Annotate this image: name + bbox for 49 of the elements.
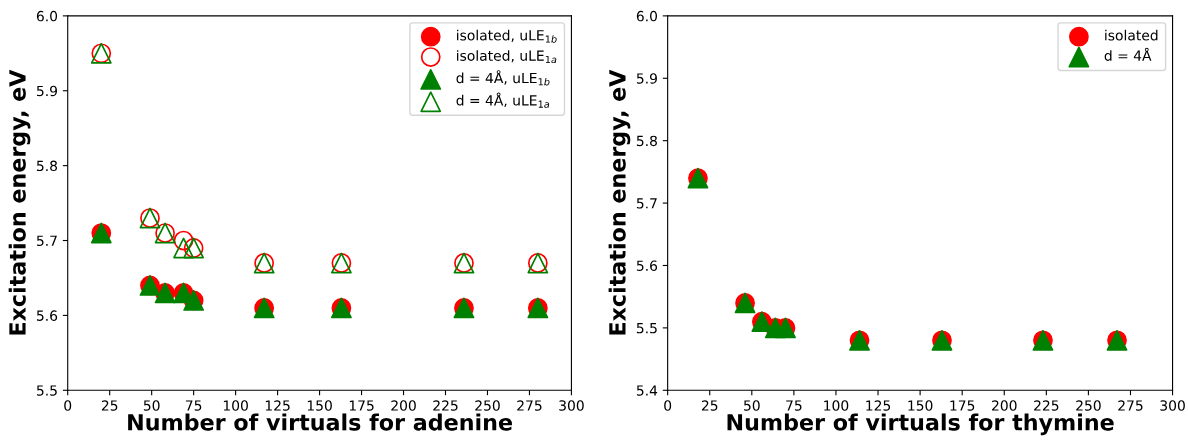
y-tick-label: 5.7 <box>36 235 57 246</box>
y-tick-label: 5.5 <box>636 323 657 334</box>
x-tick-label: 100 <box>824 400 849 411</box>
legend-label: d = 4Å, uLE$_{1b}$ <box>456 70 550 86</box>
x-tick-label: 275 <box>1118 400 1143 411</box>
y-tick-label: 5.4 <box>636 385 658 396</box>
x-tick-label: 250 <box>475 400 500 411</box>
x-tick-label: 75 <box>185 400 202 411</box>
legend-label: isolated, uLE$_{1a}$ <box>457 50 557 64</box>
y-axis-title: Excitation energy, eV <box>608 69 631 335</box>
y-tick-label: 5.9 <box>36 85 58 97</box>
y-tick-label: 5.7 <box>636 198 657 209</box>
x-tick-label: 200 <box>992 400 1017 411</box>
x-tick-label: 150 <box>307 400 332 411</box>
y-tick-label: 5.6 <box>36 310 58 321</box>
legend-label: d = 4Å <box>1104 47 1152 61</box>
x-tick-label: 250 <box>1076 400 1101 411</box>
legend-label: isolated, uLE$_{1b}$ <box>457 29 557 43</box>
x-axis-title: Number of virtuals for adenine <box>128 413 512 431</box>
x-tick-label: 0 <box>664 400 672 411</box>
x-tick-label: 125 <box>265 400 290 411</box>
x-tick-label: 300 <box>1160 400 1185 411</box>
x-tick-label: 125 <box>866 400 891 411</box>
x-tick-label: 225 <box>433 400 458 411</box>
x-tick-label: 200 <box>391 400 416 411</box>
x-tick-label: 50 <box>744 400 760 411</box>
y-tick-label: 5.9 <box>636 73 657 84</box>
y-axis-title: Excitation energy, eV <box>8 69 31 335</box>
y-tick-label: 6.0 <box>636 10 658 22</box>
y-tick-label: 5.6 <box>636 260 658 271</box>
x-tick-label: 100 <box>223 400 248 411</box>
legend-label: d = 4Å, uLE$_{1a}$ <box>456 92 550 108</box>
y-tick-label: 5.5 <box>36 385 57 396</box>
y-tick-label: 5.8 <box>636 135 657 147</box>
x-tick-label: 225 <box>1034 400 1059 411</box>
x-axis-title: Number of virtuals for thymine <box>727 413 1114 436</box>
x-tick-label: 75 <box>786 400 802 411</box>
x-tick-label: 175 <box>349 400 374 411</box>
legend-label: isolated <box>1105 29 1158 41</box>
x-tick-label: 150 <box>908 400 933 411</box>
x-tick-label: 300 <box>559 400 584 411</box>
x-tick-label: 25 <box>101 400 118 411</box>
x-tick-label: 50 <box>143 400 160 411</box>
x-tick-label: 0 <box>64 400 72 411</box>
x-tick-label: 175 <box>950 400 975 411</box>
x-tick-label: 25 <box>701 400 718 411</box>
y-tick-label: 6.0 <box>36 10 58 22</box>
y-tick-label: 5.8 <box>36 160 58 172</box>
x-tick-label: 275 <box>517 400 542 411</box>
